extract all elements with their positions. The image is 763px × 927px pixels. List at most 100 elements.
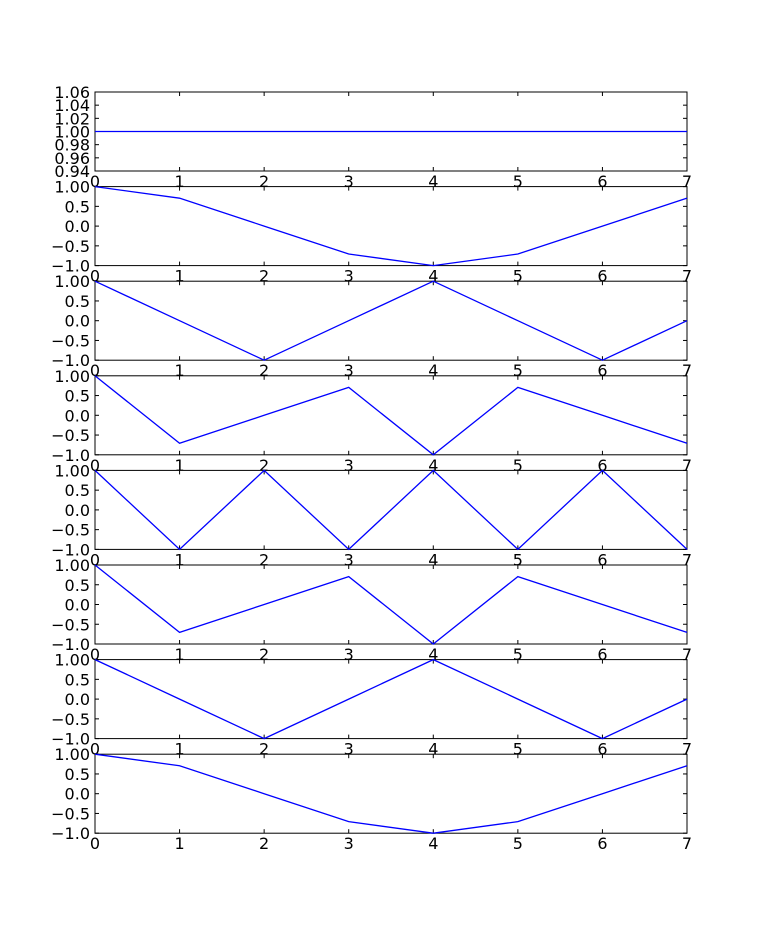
x-tick-label: 3 (344, 456, 354, 475)
subplots: 0 1 2 3 4 5 6 70.940.960.981.001.021.041.060 1 2 3… (51, 83, 692, 853)
axes-frame (94, 753, 688, 834)
x-tick-label: 5 (513, 361, 523, 380)
x-tick-label: 6 (597, 645, 607, 664)
x-tick-label: 2 (259, 361, 269, 380)
y-tick-label: −1.0 (51, 540, 90, 559)
y-tick-label: 0.96 (54, 149, 90, 168)
y-tick-label: 0.5 (65, 292, 90, 311)
x-tick-label: 7 (682, 834, 692, 853)
axes-frame (94, 280, 688, 361)
y-tick-label: −0.5 (51, 710, 90, 729)
x-tick-label: 4 (428, 645, 438, 664)
axes-frame (94, 564, 688, 645)
x-tick-label: 0 (90, 645, 100, 664)
y-tick-label: 1.00 (54, 178, 90, 197)
axes-frame (94, 375, 688, 456)
y-tick-label: −0.5 (51, 521, 90, 540)
y-tick-label: 0.5 (65, 576, 90, 595)
x-tick-label: 4 (428, 550, 438, 569)
x-tick-label: 6 (597, 740, 607, 759)
x-tick-label: 7 (682, 645, 692, 664)
x-tick-label: 2 (259, 456, 269, 475)
x-tick-label: 6 (597, 456, 607, 475)
subplot-1: 0 1 2 3 4 5 6 7 0.940.960.981.001.021.041.06 (54, 83, 692, 191)
x-tick-label: 3 (344, 834, 354, 853)
x-tick-label: 1 (174, 172, 184, 191)
x-tick-label: 7 (682, 172, 692, 191)
x-tick-label: 3 (344, 361, 354, 380)
axes-frame (94, 659, 688, 740)
x-tick-label: 1 (174, 361, 184, 380)
x-tick-label: 6 (597, 550, 607, 569)
x-tick-label: 5 (513, 645, 523, 664)
x-tick-label: 2 (259, 645, 269, 664)
x-tick-label: 1 (174, 645, 184, 664)
x-tick-label: 7 (682, 361, 692, 380)
y-tick-label: 0.0 (65, 596, 90, 615)
x-tick-label: 2 (259, 740, 269, 759)
x-tick-label: 5 (513, 172, 523, 191)
subplot-6: 0 1 2 3 4 5 6 7 −1.0−0.50.00.51.00 (51, 556, 692, 664)
y-tick-label: 0.0 (65, 406, 90, 425)
x-tick-label: 1 (174, 456, 184, 475)
y-tick-label: −0.5 (51, 426, 90, 445)
y-tick-label: 1.06 (54, 83, 90, 102)
x-tick-label: 6 (597, 172, 607, 191)
y-tick-label: 1.00 (54, 745, 90, 764)
y-tick-label: 1.00 (54, 651, 90, 670)
series-line (94, 280, 688, 361)
x-tick-label: 3 (344, 267, 354, 286)
y-tick-label: 0.5 (65, 765, 90, 784)
x-tick-label: 0 (90, 267, 100, 286)
x-tick-label: 1 (174, 834, 184, 853)
y-tick-label: 0.5 (65, 197, 90, 216)
x-tick-label: 6 (597, 834, 607, 853)
x-tick-label: 0 (90, 834, 100, 853)
y-tick-label: −0.5 (51, 615, 90, 634)
x-tick-label: 5 (513, 550, 523, 569)
y-tick-label: 0.94 (54, 162, 90, 181)
x-tick-label: 4 (428, 456, 438, 475)
subplot-5: 0 1 2 3 4 5 6 7 −1.0−0.50.00.51.00 (51, 461, 692, 569)
y-tick-label: 0.0 (65, 312, 90, 331)
y-tick-label: 1.00 (54, 461, 90, 480)
series-line (94, 564, 688, 645)
subplot-8: 0 1 2 3 4 5 6 7 −1.0−0.50.00.51.00 (51, 745, 692, 853)
x-tick-label: 0 (90, 361, 100, 380)
y-tick-label: −0.5 (51, 804, 90, 823)
series-line (94, 469, 688, 551)
y-tick-label: −1.0 (51, 730, 90, 749)
y-tick-label: 0.98 (54, 136, 90, 155)
x-tick-label: 2 (259, 267, 269, 286)
y-tick-label: 0.5 (65, 670, 90, 689)
x-tick-label: 2 (259, 550, 269, 569)
x-tick-label: 5 (513, 740, 523, 759)
x-tick-label: 5 (513, 267, 523, 286)
x-tick-label: 1 (174, 267, 184, 286)
y-tick-label: 0.0 (65, 785, 90, 804)
x-tick-label: 4 (428, 172, 438, 191)
x-tick-label: 6 (597, 361, 607, 380)
x-tick-label: 0 (90, 172, 100, 191)
x-tick-label: 2 (259, 172, 269, 191)
axes-frame (94, 186, 688, 267)
series-line (94, 185, 688, 267)
x-tick-label: 4 (428, 267, 438, 286)
y-tick-label: −0.5 (51, 237, 90, 256)
subplot-3: 0 1 2 3 4 5 6 7 −1.0−0.50.00.51.00 (51, 272, 692, 380)
y-tick-label: 1.00 (54, 272, 90, 291)
series-line (94, 658, 688, 740)
y-tick-label: −1.0 (51, 824, 90, 843)
subplot-2: 0 1 2 3 4 5 6 7 −1.0−0.50.00.51.00 (51, 178, 692, 286)
y-tick-label: −1.0 (51, 446, 90, 465)
x-tick-label: 3 (344, 172, 354, 191)
x-tick-label: 4 (428, 740, 438, 759)
subplot-4: 0 1 2 3 4 5 6 7 −1.0−0.50.00.51.00 (51, 367, 692, 475)
x-tick-label: 6 (597, 267, 607, 286)
y-tick-label: 1.00 (54, 556, 90, 575)
x-tick-label: 4 (428, 834, 438, 853)
y-tick-label: −1.0 (51, 257, 90, 276)
y-tick-label: 0.5 (65, 481, 90, 500)
y-tick-label: −0.5 (51, 331, 90, 350)
x-tick-label: 7 (682, 550, 692, 569)
